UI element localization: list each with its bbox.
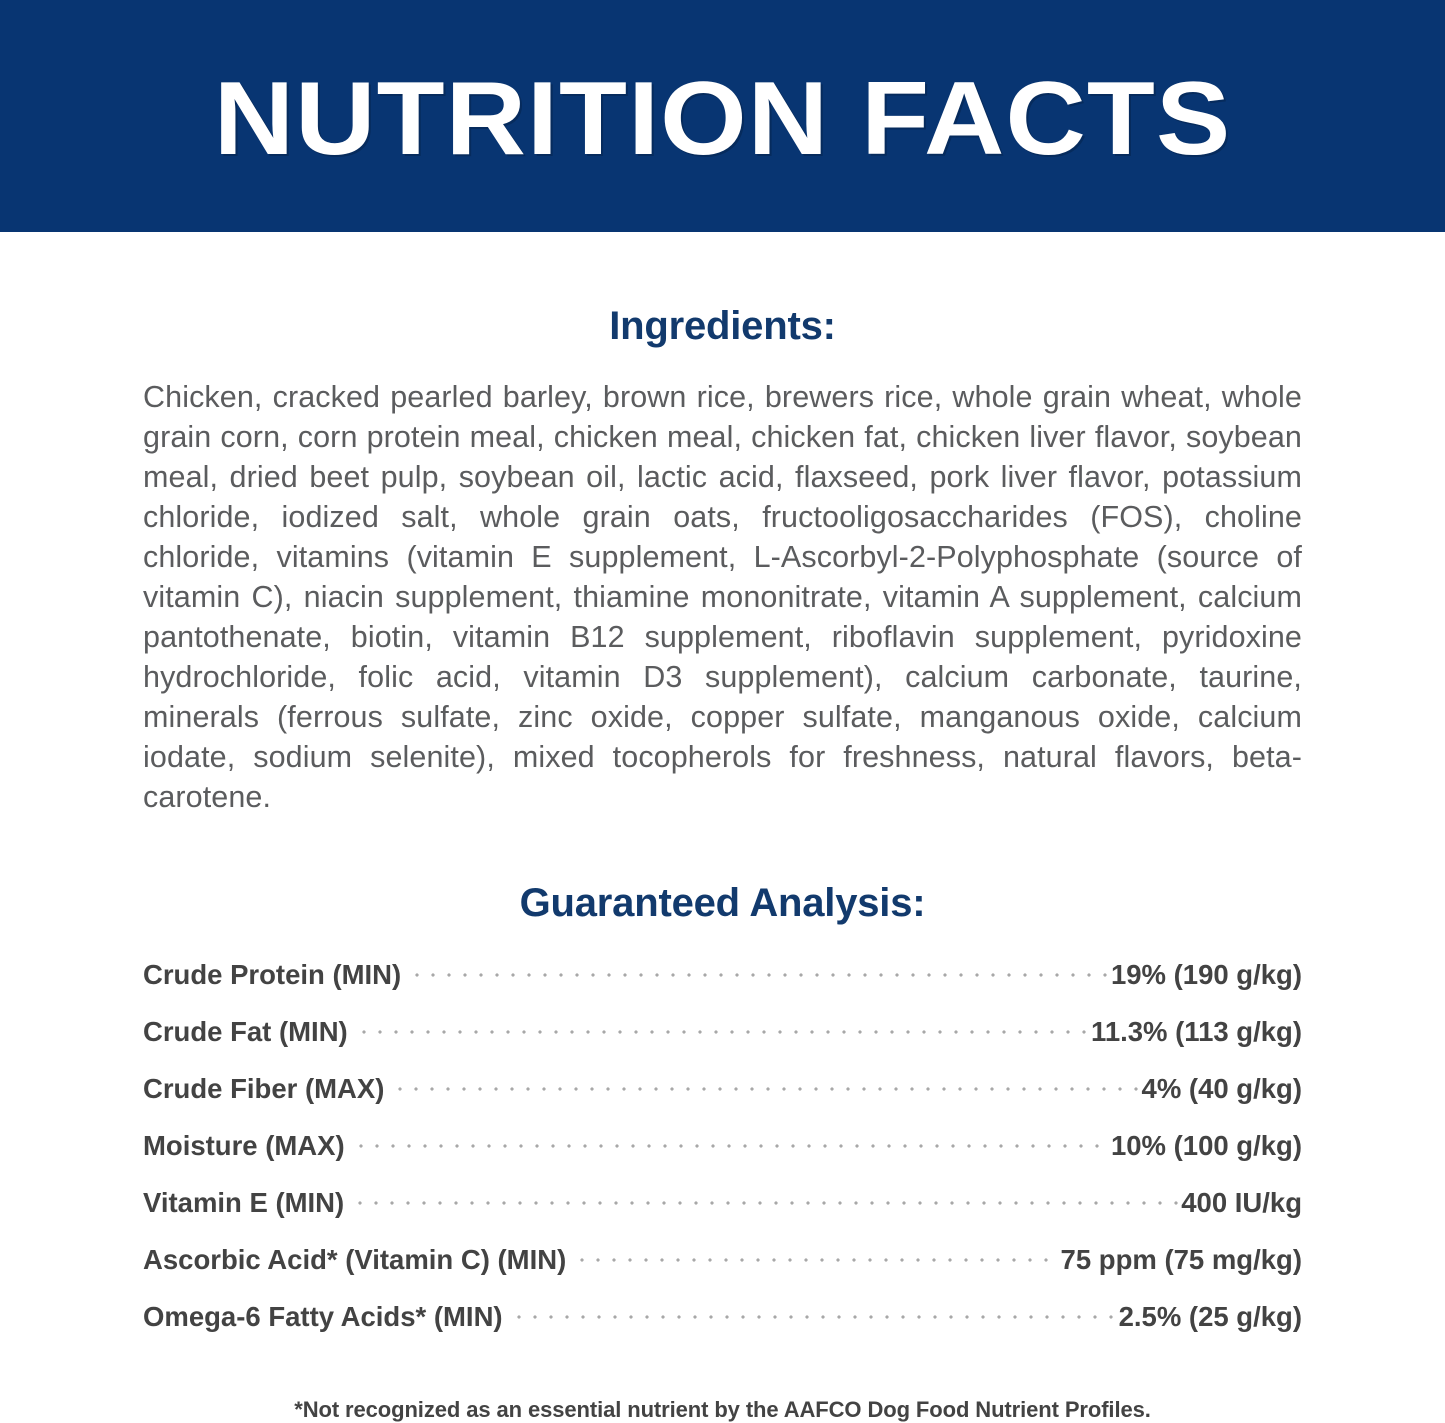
nutrient-label: Ascorbic Acid* (Vitamin C) (MIN): [143, 1243, 567, 1275]
guaranteed-analysis-row: Moisture (MAX) 10% (100 g/kg): [143, 1127, 1302, 1184]
dot-leader: [355, 1013, 1090, 1041]
nutrition-facts-header-band: NUTRITION FACTS: [0, 0, 1445, 232]
guaranteed-analysis-list: Crude Protein (MIN) 19% (190 g/kg) Crude F…: [143, 956, 1302, 1355]
nutrient-label: Omega-6 Fatty Acids* (MIN): [143, 1300, 503, 1332]
dot-leader: [352, 1184, 1180, 1212]
ingredients-heading: Ingredients:: [609, 304, 836, 348]
guaranteed-analysis-row: Crude Fat (MIN) 11.3% (113 g/kg): [143, 1013, 1302, 1070]
nutrient-label: Crude Fat (MIN): [143, 1015, 348, 1047]
nutrient-value: 75 ppm (75 mg/kg): [1060, 1243, 1302, 1275]
dot-leader: [352, 1127, 1109, 1155]
page-title: NUTRITION FACTS: [213, 61, 1232, 177]
nutrient-value: 19% (190 g/kg): [1110, 958, 1302, 990]
aafco-footnote: *Not recognized as an essential nutrient…: [294, 1397, 1151, 1422]
guaranteed-analysis-row: Omega-6 Fatty Acids* (MIN) 2.5% (25 g/kg): [143, 1298, 1302, 1355]
dot-leader: [409, 956, 1109, 984]
guaranteed-analysis-row: Crude Protein (MIN) 19% (190 g/kg): [143, 956, 1302, 1013]
nutrient-value: 10% (100 g/kg): [1110, 1129, 1302, 1161]
nutrient-label: Vitamin E (MIN): [143, 1186, 345, 1218]
nutrient-value: 4% (40 g/kg): [1141, 1072, 1302, 1104]
guaranteed-analysis-row: Vitamin E (MIN) 400 IU/kg: [143, 1184, 1302, 1241]
dot-leader: [574, 1241, 1059, 1269]
dot-leader: [392, 1070, 1140, 1098]
nutrient-value: 2.5% (25 g/kg): [1118, 1300, 1302, 1332]
ingredients-text: Chicken, cracked pearled barley, brown r…: [143, 380, 1302, 814]
nutrient-value: 400 IU/kg: [1181, 1186, 1302, 1218]
nutrient-value: 11.3% (113 g/kg): [1091, 1015, 1302, 1047]
guaranteed-analysis-row: Crude Fiber (MAX) 4% (40 g/kg): [143, 1070, 1302, 1127]
nutrient-label: Moisture (MAX): [143, 1129, 345, 1161]
guaranteed-analysis-heading: Guaranteed Analysis:: [519, 881, 926, 925]
label-content: Ingredients: Chicken, cracked pearled ba…: [0, 304, 1445, 1423]
nutrient-label: Crude Protein (MIN): [143, 958, 402, 990]
guaranteed-analysis-row: Ascorbic Acid* (Vitamin C) (MIN) 75 ppm (…: [143, 1241, 1302, 1298]
dot-leader: [510, 1298, 1117, 1326]
nutrient-label: Crude Fiber (MAX): [143, 1072, 385, 1104]
